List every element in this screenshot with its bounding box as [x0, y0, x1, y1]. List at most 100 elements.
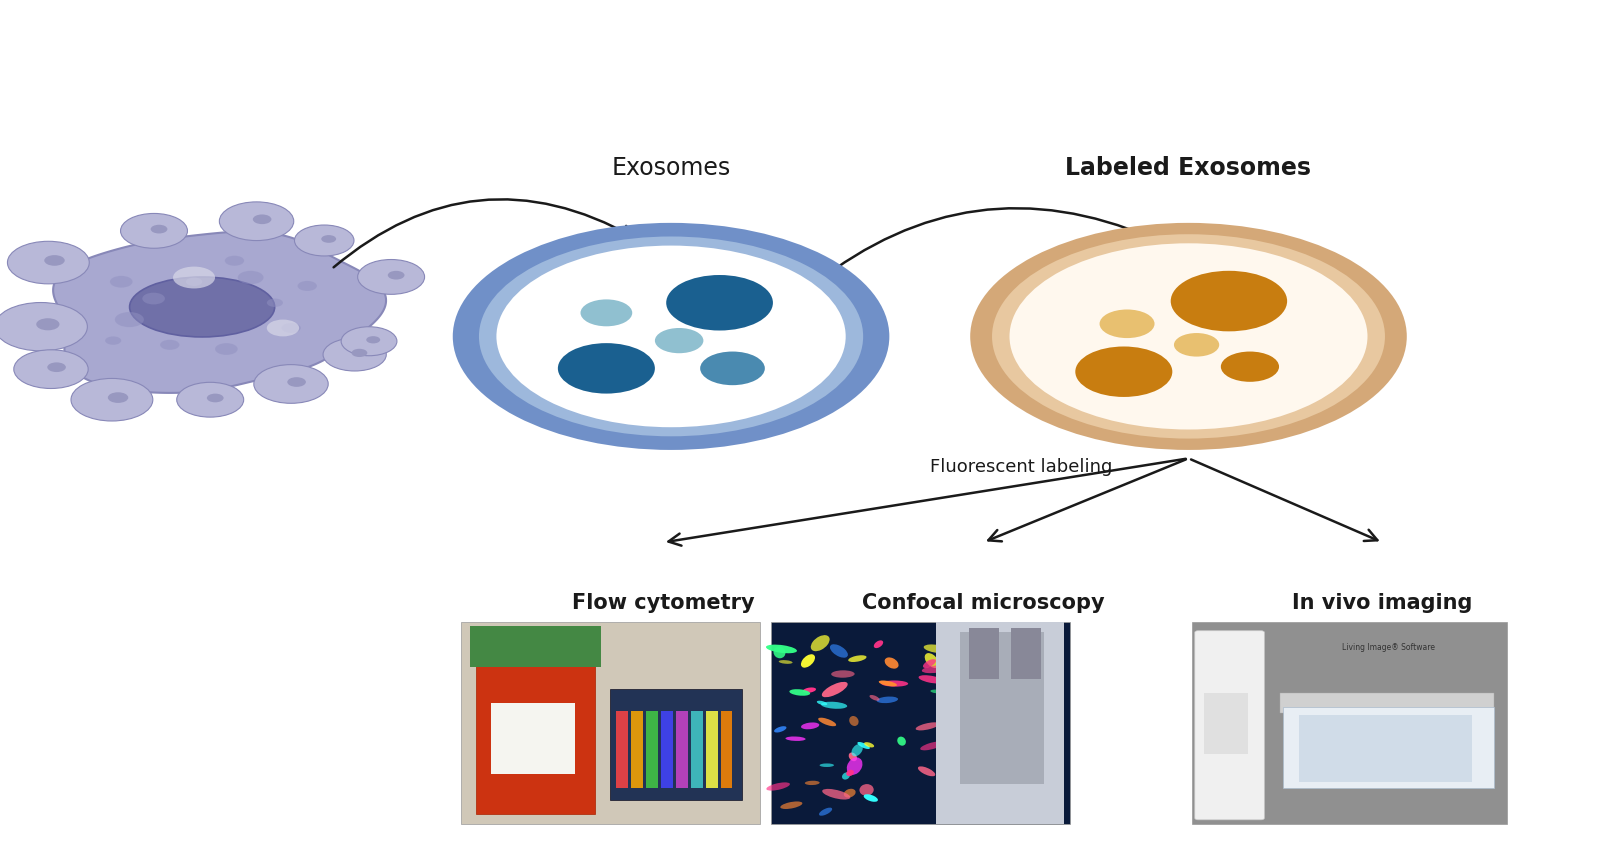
Ellipse shape — [766, 782, 791, 791]
Circle shape — [357, 260, 425, 294]
Circle shape — [173, 267, 215, 288]
Circle shape — [121, 214, 188, 248]
Ellipse shape — [805, 780, 820, 785]
FancyBboxPatch shape — [771, 622, 1070, 824]
Ellipse shape — [849, 655, 867, 662]
FancyBboxPatch shape — [1195, 631, 1264, 820]
Circle shape — [294, 225, 354, 256]
Circle shape — [267, 320, 299, 336]
FancyBboxPatch shape — [492, 703, 574, 774]
Circle shape — [150, 225, 168, 234]
Circle shape — [160, 340, 179, 350]
FancyBboxPatch shape — [661, 711, 673, 788]
FancyBboxPatch shape — [960, 632, 1043, 784]
Ellipse shape — [821, 789, 851, 800]
Ellipse shape — [821, 701, 847, 709]
Circle shape — [993, 235, 1384, 439]
Text: Confocal microscopy: Confocal microscopy — [862, 593, 1104, 613]
Circle shape — [108, 392, 128, 403]
Ellipse shape — [918, 675, 944, 684]
Ellipse shape — [818, 717, 836, 727]
Text: In vivo imaging: In vivo imaging — [1292, 593, 1473, 613]
FancyBboxPatch shape — [475, 663, 595, 814]
FancyBboxPatch shape — [616, 711, 627, 788]
Ellipse shape — [817, 701, 828, 706]
FancyBboxPatch shape — [647, 711, 658, 788]
FancyBboxPatch shape — [1192, 622, 1507, 824]
FancyBboxPatch shape — [690, 711, 702, 788]
Circle shape — [1174, 333, 1219, 357]
Circle shape — [215, 343, 238, 355]
Text: Exosomes: Exosomes — [611, 156, 731, 180]
Polygon shape — [53, 231, 386, 393]
Ellipse shape — [818, 807, 833, 816]
Ellipse shape — [786, 737, 805, 741]
Circle shape — [322, 235, 336, 243]
Ellipse shape — [884, 658, 899, 669]
FancyBboxPatch shape — [461, 622, 760, 824]
Ellipse shape — [881, 680, 909, 686]
Ellipse shape — [844, 789, 855, 797]
Ellipse shape — [766, 644, 797, 653]
Ellipse shape — [873, 640, 883, 648]
Circle shape — [267, 299, 283, 307]
Ellipse shape — [860, 784, 873, 796]
FancyBboxPatch shape — [936, 622, 1064, 824]
Circle shape — [254, 365, 328, 404]
Text: Fluorescent labeling: Fluorescent labeling — [930, 458, 1112, 476]
Circle shape — [298, 281, 317, 291]
Ellipse shape — [846, 770, 854, 776]
Circle shape — [220, 202, 294, 241]
Circle shape — [655, 328, 703, 353]
Ellipse shape — [129, 277, 275, 337]
FancyBboxPatch shape — [1298, 715, 1473, 782]
Ellipse shape — [852, 744, 863, 756]
Ellipse shape — [831, 670, 855, 678]
Circle shape — [8, 241, 89, 284]
Ellipse shape — [775, 726, 786, 733]
Ellipse shape — [800, 722, 820, 729]
Circle shape — [15, 350, 89, 389]
FancyBboxPatch shape — [471, 627, 602, 667]
Text: Labeled Exosomes: Labeled Exosomes — [1066, 156, 1311, 180]
FancyBboxPatch shape — [631, 711, 642, 788]
FancyBboxPatch shape — [1281, 693, 1494, 713]
Circle shape — [142, 293, 165, 304]
Ellipse shape — [863, 794, 878, 801]
FancyBboxPatch shape — [969, 628, 999, 679]
FancyBboxPatch shape — [721, 711, 733, 788]
FancyBboxPatch shape — [676, 711, 687, 788]
Ellipse shape — [930, 690, 943, 693]
Circle shape — [71, 378, 154, 421]
Ellipse shape — [922, 665, 949, 673]
Circle shape — [36, 318, 60, 331]
FancyBboxPatch shape — [1284, 707, 1494, 788]
Circle shape — [666, 275, 773, 331]
Ellipse shape — [779, 660, 792, 664]
FancyBboxPatch shape — [707, 711, 718, 788]
Ellipse shape — [849, 716, 859, 726]
Circle shape — [238, 271, 264, 284]
Ellipse shape — [847, 758, 862, 775]
Circle shape — [970, 223, 1407, 450]
Circle shape — [47, 362, 66, 372]
Ellipse shape — [842, 772, 851, 780]
Circle shape — [1171, 271, 1287, 331]
Circle shape — [453, 223, 889, 450]
Ellipse shape — [925, 653, 939, 668]
Circle shape — [388, 271, 404, 279]
Circle shape — [700, 352, 765, 385]
Ellipse shape — [918, 766, 935, 776]
Circle shape — [479, 236, 863, 436]
Circle shape — [1075, 346, 1172, 397]
FancyBboxPatch shape — [1011, 628, 1041, 679]
Ellipse shape — [878, 680, 897, 686]
Ellipse shape — [920, 742, 944, 750]
Ellipse shape — [863, 742, 875, 748]
Circle shape — [365, 336, 380, 343]
Circle shape — [44, 255, 65, 266]
Ellipse shape — [830, 644, 847, 658]
Circle shape — [1009, 243, 1368, 430]
Circle shape — [207, 394, 223, 402]
Circle shape — [496, 246, 846, 427]
